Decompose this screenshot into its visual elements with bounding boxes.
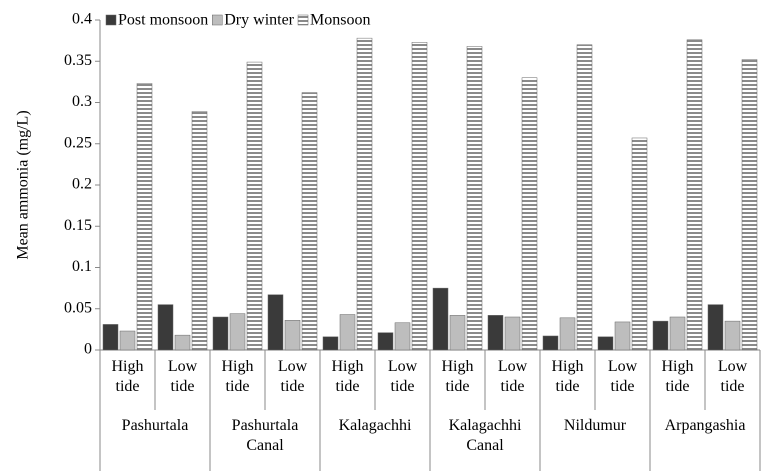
y-tick-label: 0.15	[64, 217, 92, 234]
legend-swatch	[297, 14, 309, 26]
bar	[614, 321, 631, 351]
bar	[707, 304, 724, 351]
bar	[212, 316, 229, 351]
bar	[191, 111, 208, 351]
bar	[631, 137, 648, 351]
group-label: Kalagachhi	[338, 417, 412, 434]
group-label: Arpangashia	[664, 417, 746, 434]
x-tick-label: High tide	[221, 358, 254, 395]
group-label: Kalagachhi Canal	[448, 417, 522, 454]
x-tick-label: High tide	[661, 358, 694, 395]
bar	[246, 61, 263, 351]
bar	[102, 324, 119, 351]
legend-swatch	[105, 14, 117, 26]
bar	[174, 334, 191, 351]
bar	[466, 46, 483, 351]
bar	[394, 322, 411, 351]
x-tick-label: Low tide	[717, 358, 748, 395]
bar	[339, 314, 356, 351]
legend-label: Post monsoon	[118, 12, 208, 29]
group-label: Pashurtala	[121, 417, 189, 434]
bar	[356, 37, 373, 351]
bar	[449, 315, 466, 351]
bar	[559, 317, 576, 351]
bar	[504, 316, 521, 351]
bar	[669, 316, 686, 351]
bar	[411, 42, 428, 351]
bar	[597, 336, 614, 351]
y-tick-label: 0.05	[64, 299, 92, 316]
bar	[432, 287, 449, 351]
x-tick-label: High tide	[111, 358, 144, 395]
y-tick-label: 0.3	[72, 93, 92, 110]
bar	[542, 335, 559, 351]
y-axis-label: Mean ammonia (mg/L)	[15, 110, 32, 259]
bar	[284, 320, 301, 351]
bar	[301, 92, 318, 351]
bar	[576, 44, 593, 351]
x-tick-label: Low tide	[167, 358, 198, 395]
x-tick-label: High tide	[551, 358, 584, 395]
x-tick-label: High tide	[441, 358, 474, 395]
legend-label: Monsoon	[310, 12, 370, 29]
y-tick-label: 0.4	[72, 11, 92, 28]
bar	[229, 313, 246, 351]
bar	[741, 59, 758, 351]
bar	[119, 330, 136, 351]
x-tick-label: Low tide	[277, 358, 308, 395]
legend-label: Dry winter	[224, 12, 294, 29]
y-tick-label: 0.35	[64, 52, 92, 69]
y-tick-label: 0.25	[64, 134, 92, 151]
bar	[652, 320, 669, 351]
x-tick-label: Low tide	[607, 358, 638, 395]
bar	[136, 83, 153, 351]
group-label: Nildumur	[563, 417, 627, 434]
y-tick-label: 0.1	[72, 258, 92, 275]
bar	[322, 336, 339, 351]
bar	[724, 320, 741, 351]
x-tick-label: High tide	[331, 358, 364, 395]
bar	[686, 39, 703, 351]
bar	[377, 332, 394, 351]
bar	[157, 304, 174, 351]
x-tick-label: Low tide	[497, 358, 528, 395]
bar	[267, 294, 284, 351]
group-label: Pashurtala Canal	[231, 417, 299, 454]
y-tick-label: 0	[84, 341, 92, 358]
y-tick-label: 0.2	[72, 176, 92, 193]
x-tick-label: Low tide	[387, 358, 418, 395]
legend-swatch	[212, 14, 223, 26]
bar	[521, 77, 538, 351]
bar	[487, 315, 504, 351]
